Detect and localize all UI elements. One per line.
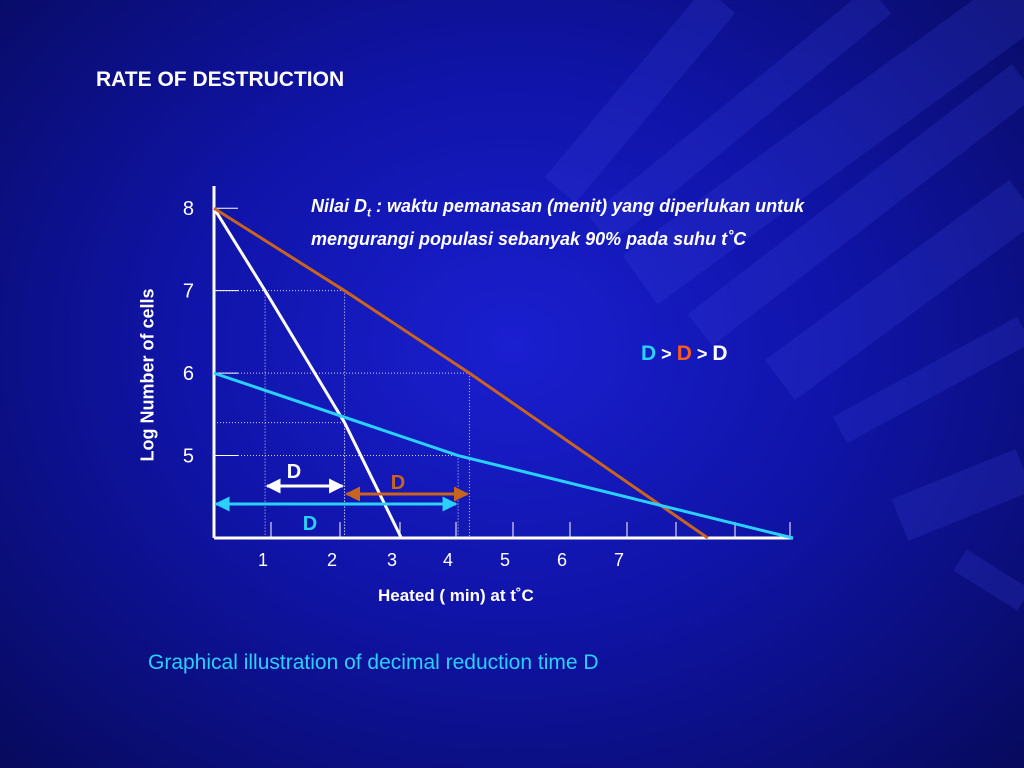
relation-gt-2: > <box>691 344 713 364</box>
note-line1-rest: : waktu pemanasan (menit) yang diperluka… <box>371 196 805 216</box>
relation-gt-1: > <box>656 344 677 364</box>
series-line-2 <box>213 371 794 540</box>
d-relation: D > D > D <box>641 342 728 366</box>
chart-caption: Graphical illustration of decimal reduct… <box>148 651 599 674</box>
relation-d-white: D <box>712 342 728 365</box>
y-tick-label-0: 8 <box>183 198 194 220</box>
y-tick-label-1: 7 <box>183 281 194 303</box>
x-tick-label-4: 5 <box>500 550 510 570</box>
x-tick-label-0: 1 <box>258 550 268 570</box>
d-interval-label-1: D <box>391 472 405 494</box>
page-title: RATE OF DESTRUCTION <box>96 68 345 91</box>
note-subscript: t <box>367 205 372 220</box>
relation-d-cyan: D <box>641 342 657 365</box>
x-tick-label-5: 6 <box>557 550 567 570</box>
x-axis-label: Heated ( min) at t˚C <box>378 586 534 605</box>
x-tick-label-1: 2 <box>327 550 337 570</box>
x-tick-label-3: 4 <box>443 550 453 570</box>
x-tick-label-6: 7 <box>614 550 624 570</box>
d-definition-note: Nilai Dt : waktu pemanasan (menit) yang … <box>311 193 951 252</box>
y-tick-label-2: 6 <box>183 363 194 385</box>
note-line2: mengurangi populasi sebanyak 90% pada su… <box>311 228 747 249</box>
d-interval-label-2: D <box>303 513 317 535</box>
note-prefix: Nilai D <box>311 196 368 216</box>
y-tick-label-3: 5 <box>183 446 194 468</box>
series-line-0 <box>212 207 403 539</box>
series-line-1 <box>213 206 709 540</box>
d-interval-label-0: D <box>287 461 301 483</box>
relation-d-orange: D <box>676 342 692 365</box>
x-tick-label-2: 3 <box>387 550 397 570</box>
